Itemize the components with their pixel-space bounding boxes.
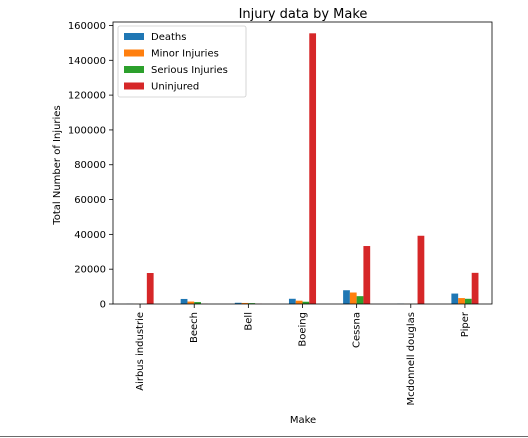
y-tick-label: 140000 xyxy=(68,56,106,67)
bar-deaths-boeing xyxy=(288,298,296,304)
legend-swatch xyxy=(124,49,144,57)
y-tick-label: 0 xyxy=(100,300,106,311)
bar-minor-injuries-cessna xyxy=(349,292,357,304)
y-axis-label: Total Number of Injuries xyxy=(52,105,63,225)
legend-entry: Minor Injuries xyxy=(151,49,219,60)
x-tick-label: Boeing xyxy=(298,312,309,347)
bar-deaths-piper xyxy=(451,293,459,304)
y-tick-label: 160000 xyxy=(68,21,106,32)
x-tick-label: Piper xyxy=(460,311,471,337)
bar-minor-injuries-piper xyxy=(458,298,465,304)
plot-frame xyxy=(112,21,493,305)
bar-serious-injuries-piper xyxy=(464,298,472,304)
x-axis-label: Make xyxy=(290,415,316,426)
bar-minor-injuries-bell xyxy=(241,302,249,304)
bar-minor-injuries-beech xyxy=(187,301,195,304)
x-tick-label: Airbus industrie xyxy=(135,312,146,391)
bar-minor-injuries-boeing xyxy=(295,300,303,304)
x-tick-label: Beech xyxy=(189,312,200,343)
x-tick-label: Mcdonnell douglas xyxy=(406,312,417,405)
bar-uninjured-cessna xyxy=(363,246,371,304)
legend-entry: Serious Injuries xyxy=(151,65,228,76)
legend-entry: Uninjured xyxy=(151,82,199,93)
y-tick-label: 80000 xyxy=(74,160,106,171)
y-tick-label: 60000 xyxy=(74,195,106,206)
bar-uninjured-mcdonnell-douglas xyxy=(417,235,425,304)
chart-title: Injury data by Make xyxy=(239,7,368,22)
legend-entry: Deaths xyxy=(151,32,186,43)
bar-deaths-cessna xyxy=(343,290,350,304)
y-tick-label: 20000 xyxy=(74,265,106,276)
x-tick-label: Cessna xyxy=(352,312,363,348)
legend-swatch xyxy=(124,82,144,90)
bar-uninjured-airbus-industrie xyxy=(146,273,154,304)
bar-serious-injuries-boeing xyxy=(302,301,310,304)
bar-deaths-bell xyxy=(234,302,242,304)
y-tick-label: 120000 xyxy=(68,91,106,102)
bar-serious-injuries-beech xyxy=(194,302,201,304)
bar-serious-injuries-cessna xyxy=(356,296,364,304)
window-bottom-border xyxy=(0,436,528,437)
x-tick-label: Bell xyxy=(243,312,254,331)
bar-uninjured-boeing xyxy=(309,33,317,305)
bar-uninjured-piper xyxy=(471,272,479,304)
bar-serious-injuries-bell xyxy=(248,303,256,304)
legend-box xyxy=(117,25,247,98)
y-tick-label: 40000 xyxy=(74,230,106,241)
legend-swatch xyxy=(124,66,144,73)
bar-deaths-beech xyxy=(180,298,188,304)
y-tick-label: 100000 xyxy=(68,125,106,136)
legend-swatch xyxy=(124,33,144,40)
